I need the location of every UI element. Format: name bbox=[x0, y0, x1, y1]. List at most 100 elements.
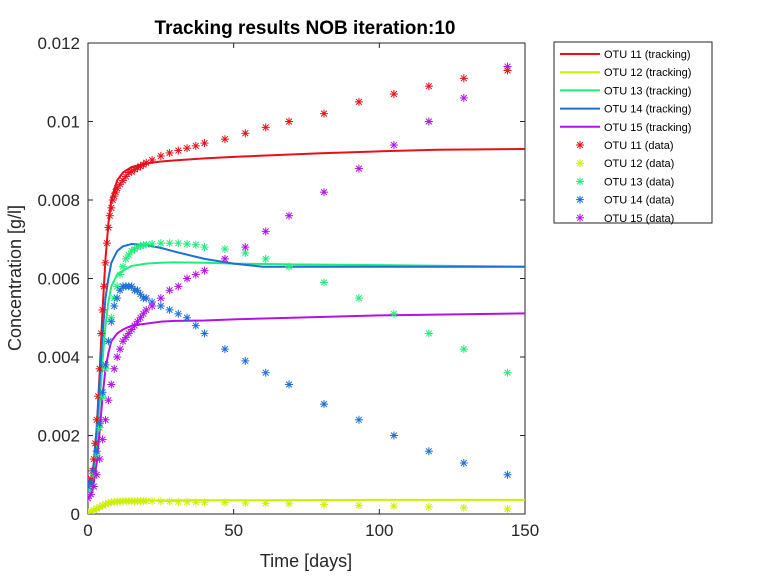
plot-area: 0 50 100 150 0 0.002 0.004 0.006 0.008 0.01 0.012 bbox=[37, 34, 539, 540]
legend-items: OTU 11 (tracking) OTU 12 (tracking) OTU 13… bbox=[560, 49, 691, 225]
data-point bbox=[191, 321, 200, 330]
data-point bbox=[165, 239, 174, 248]
y-axis-label: Concentration [g/l] bbox=[5, 205, 25, 351]
data-point bbox=[503, 62, 512, 71]
legend-marker-swatch bbox=[576, 141, 584, 149]
y-tick-label: 0.008 bbox=[37, 191, 80, 210]
data-point bbox=[142, 240, 151, 249]
data-point bbox=[95, 419, 104, 428]
legend-label: OTU 13 (data) bbox=[604, 176, 674, 188]
data-point bbox=[89, 455, 98, 464]
data-point bbox=[101, 258, 110, 267]
data-point bbox=[98, 435, 107, 444]
data-point bbox=[95, 455, 104, 464]
legend-marker-swatch bbox=[576, 213, 584, 222]
legend-item: OTU 15 (tracking) bbox=[560, 122, 691, 134]
data-point bbox=[156, 294, 165, 303]
data-point bbox=[113, 294, 122, 303]
data-point bbox=[165, 305, 174, 314]
data-point bbox=[503, 368, 512, 377]
x-axis-label: Time [days] bbox=[260, 551, 352, 571]
data-point bbox=[97, 329, 106, 338]
data-point bbox=[107, 380, 116, 389]
data-point bbox=[389, 309, 398, 318]
data-point bbox=[459, 503, 468, 512]
x-tick-label: 0 bbox=[83, 521, 92, 540]
data-point bbox=[319, 188, 328, 197]
legend-item: OTU 14 (data) bbox=[576, 195, 674, 207]
legend-label: OTU 15 (tracking) bbox=[604, 122, 691, 134]
data-point bbox=[133, 317, 142, 326]
data-point bbox=[459, 74, 468, 83]
data-point bbox=[148, 155, 157, 164]
data-point bbox=[105, 211, 114, 220]
series-layer bbox=[88, 62, 525, 514]
legend-item: OTU 14 (tracking) bbox=[560, 104, 691, 116]
legend-item: OTU 11 (tracking) bbox=[560, 49, 691, 61]
axis-ticks: 0 50 100 150 0 0.002 0.004 0.006 0.008 0.01 0.012 bbox=[37, 34, 539, 540]
data-point bbox=[101, 360, 110, 369]
data-point bbox=[174, 282, 183, 291]
data-point bbox=[142, 294, 151, 303]
series-markers-otu-11-data bbox=[88, 66, 512, 491]
data-point bbox=[142, 305, 151, 314]
data-point bbox=[107, 203, 116, 212]
data-point bbox=[319, 500, 328, 509]
data-point bbox=[285, 211, 294, 220]
data-point bbox=[200, 139, 209, 148]
legend-item: OTU 11 (data) bbox=[576, 140, 674, 152]
data-point bbox=[100, 282, 109, 291]
data-point bbox=[165, 497, 174, 506]
y-tick-label: 0.004 bbox=[37, 348, 80, 367]
data-point bbox=[354, 415, 363, 424]
y-tick-label: 0.01 bbox=[47, 113, 80, 132]
data-point bbox=[220, 245, 229, 254]
data-point bbox=[102, 239, 111, 248]
data-point bbox=[261, 254, 270, 263]
data-point bbox=[191, 240, 200, 249]
data-point bbox=[424, 82, 433, 91]
data-point bbox=[174, 497, 183, 506]
data-point bbox=[148, 497, 157, 506]
data-point bbox=[503, 504, 512, 513]
legend-label: OTU 11 (tracking) bbox=[604, 49, 691, 61]
data-point bbox=[389, 141, 398, 150]
data-point bbox=[285, 262, 294, 271]
legend-item: OTU 13 (data) bbox=[576, 176, 674, 188]
data-point bbox=[92, 470, 101, 479]
data-point bbox=[148, 239, 157, 248]
series-markers-otu-12-data bbox=[88, 497, 512, 514]
data-point bbox=[389, 502, 398, 511]
legend-label: OTU 13 (tracking) bbox=[604, 85, 691, 97]
data-point bbox=[148, 301, 157, 310]
data-point bbox=[174, 309, 183, 318]
data-point bbox=[191, 141, 200, 150]
data-point bbox=[354, 501, 363, 510]
data-point bbox=[113, 353, 122, 361]
legend-marker-swatch bbox=[576, 159, 584, 168]
data-point bbox=[241, 129, 250, 138]
axes-box bbox=[87, 42, 526, 515]
data-point bbox=[424, 502, 433, 511]
data-point bbox=[200, 266, 209, 275]
data-point bbox=[191, 498, 200, 507]
data-point bbox=[136, 313, 145, 322]
data-point bbox=[285, 380, 294, 389]
data-point bbox=[142, 158, 151, 167]
data-point bbox=[261, 499, 270, 508]
legend-label: OTU 14 (tracking) bbox=[604, 104, 691, 116]
data-point bbox=[261, 227, 270, 236]
data-point bbox=[183, 274, 192, 283]
data-point bbox=[107, 317, 116, 326]
data-point bbox=[183, 144, 192, 153]
chart-title: Tracking results NOB iteration:10 bbox=[155, 18, 456, 39]
data-point bbox=[156, 239, 165, 248]
data-point bbox=[389, 431, 398, 440]
data-point bbox=[241, 356, 250, 365]
data-point bbox=[220, 254, 229, 263]
data-point bbox=[503, 470, 512, 479]
data-point bbox=[98, 305, 107, 314]
x-tick-label: 50 bbox=[224, 521, 243, 540]
data-point bbox=[165, 148, 174, 157]
data-point bbox=[319, 400, 328, 409]
